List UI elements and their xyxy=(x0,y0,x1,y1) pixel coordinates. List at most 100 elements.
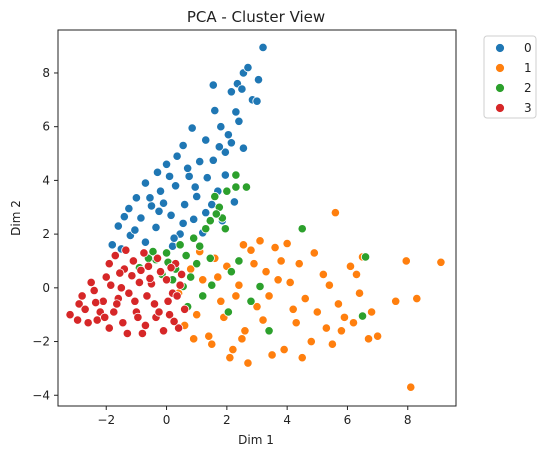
point-cluster-2 xyxy=(234,256,244,266)
point-cluster-3 xyxy=(128,256,138,266)
point-cluster-3 xyxy=(145,273,155,284)
point-cluster-2 xyxy=(220,224,230,234)
point-cluster-3 xyxy=(175,280,185,290)
point-cluster-1 xyxy=(406,382,416,392)
point-cluster-0 xyxy=(220,147,230,157)
point-cluster-1 xyxy=(318,269,328,279)
x-tick-label: −2 xyxy=(97,413,115,427)
point-cluster-3 xyxy=(73,315,83,325)
point-cluster-1 xyxy=(306,336,316,347)
point-cluster-0 xyxy=(170,181,181,191)
point-cluster-1 xyxy=(213,272,223,282)
point-cluster-2 xyxy=(175,240,185,250)
point-cluster-0 xyxy=(189,214,199,224)
point-cluster-2 xyxy=(195,241,205,251)
point-cluster-2 xyxy=(205,253,215,263)
point-cluster-1 xyxy=(288,304,298,314)
point-cluster-3 xyxy=(89,285,99,296)
point-cluster-3 xyxy=(116,283,126,293)
point-cluster-1 xyxy=(231,291,241,301)
point-cluster-1 xyxy=(363,334,374,344)
point-cluster-0 xyxy=(180,199,190,210)
point-cluster-0 xyxy=(136,213,146,223)
y-axis-ticks: −4 −2 0 2 4 6 8 xyxy=(32,66,58,402)
point-cluster-1 xyxy=(300,293,310,304)
point-cluster-0 xyxy=(253,75,264,85)
x-tick-label: 6 xyxy=(344,413,352,427)
point-cluster-1 xyxy=(192,310,202,320)
point-cluster-0 xyxy=(195,157,205,167)
point-cluster-2 xyxy=(241,182,252,192)
point-cluster-3 xyxy=(137,328,148,339)
point-cluster-0 xyxy=(146,201,157,211)
point-cluster-1 xyxy=(351,269,362,279)
x-tick-label: 2 xyxy=(223,413,231,427)
point-cluster-3 xyxy=(104,259,114,269)
point-cluster-0 xyxy=(223,130,233,140)
point-cluster-1 xyxy=(366,307,377,317)
point-cluster-3 xyxy=(65,310,75,320)
point-cluster-0 xyxy=(252,96,262,106)
x-tick-label: 4 xyxy=(283,413,291,427)
point-cluster-0 xyxy=(184,171,194,181)
point-cluster-2 xyxy=(264,326,274,336)
point-cluster-1 xyxy=(391,296,401,306)
point-cluster-1 xyxy=(273,275,283,285)
point-cluster-1 xyxy=(276,256,286,266)
point-cluster-3 xyxy=(115,268,125,278)
point-cluster-3 xyxy=(163,296,173,306)
point-cluster-3 xyxy=(101,272,111,282)
point-cluster-3 xyxy=(86,277,96,288)
legend-frame xyxy=(483,35,537,119)
point-cluster-1 xyxy=(255,236,265,246)
point-cluster-0 xyxy=(258,42,268,53)
point-cluster-2 xyxy=(198,291,208,301)
point-cluster-1 xyxy=(297,353,307,363)
legend-label-2: 2 xyxy=(524,81,532,95)
x-axis-label: Dim 1 xyxy=(238,433,274,447)
point-cluster-0 xyxy=(119,212,129,222)
point-cluster-1 xyxy=(327,339,337,349)
point-cluster-0 xyxy=(172,151,182,161)
point-cluster-1 xyxy=(354,288,365,298)
point-cluster-0 xyxy=(238,143,249,153)
point-cluster-1 xyxy=(336,326,347,336)
point-cluster-0 xyxy=(187,123,197,133)
point-cluster-0 xyxy=(226,138,236,148)
point-cluster-3 xyxy=(83,318,93,328)
point-cluster-0 xyxy=(214,142,224,152)
point-cluster-3 xyxy=(136,265,146,275)
point-cluster-0 xyxy=(229,197,239,207)
y-tick-label: 2 xyxy=(42,227,50,241)
point-cluster-2 xyxy=(231,182,241,192)
point-cluster-0 xyxy=(192,191,202,202)
point-cluster-3 xyxy=(140,320,151,331)
point-cluster-0 xyxy=(178,218,188,228)
point-cluster-0 xyxy=(145,193,155,203)
point-cluster-0 xyxy=(155,186,166,196)
legend-marker-1 xyxy=(495,63,505,73)
point-cluster-0 xyxy=(216,122,226,132)
point-cluster-3 xyxy=(110,251,120,261)
y-tick-label: 4 xyxy=(42,173,50,187)
point-cluster-2 xyxy=(246,296,256,306)
point-cluster-0 xyxy=(234,116,244,126)
point-cluster-1 xyxy=(240,326,250,336)
point-cluster-2 xyxy=(223,307,233,317)
point-cluster-3 xyxy=(154,307,164,317)
point-cluster-2 xyxy=(210,191,220,202)
point-cluster-1 xyxy=(270,242,280,253)
point-cluster-1 xyxy=(412,293,422,304)
point-cluster-2 xyxy=(207,280,217,290)
point-cluster-3 xyxy=(177,269,187,279)
point-cluster-1 xyxy=(225,353,235,363)
point-cluster-0 xyxy=(161,159,172,169)
point-cluster-3 xyxy=(80,304,90,314)
point-cluster-1 xyxy=(291,318,301,328)
point-cluster-1 xyxy=(321,323,331,333)
point-cluster-3 xyxy=(118,318,128,328)
point-cluster-3 xyxy=(142,291,152,301)
point-cluster-1 xyxy=(246,245,256,255)
point-cluster-1 xyxy=(234,280,244,290)
point-cluster-0 xyxy=(154,206,164,216)
